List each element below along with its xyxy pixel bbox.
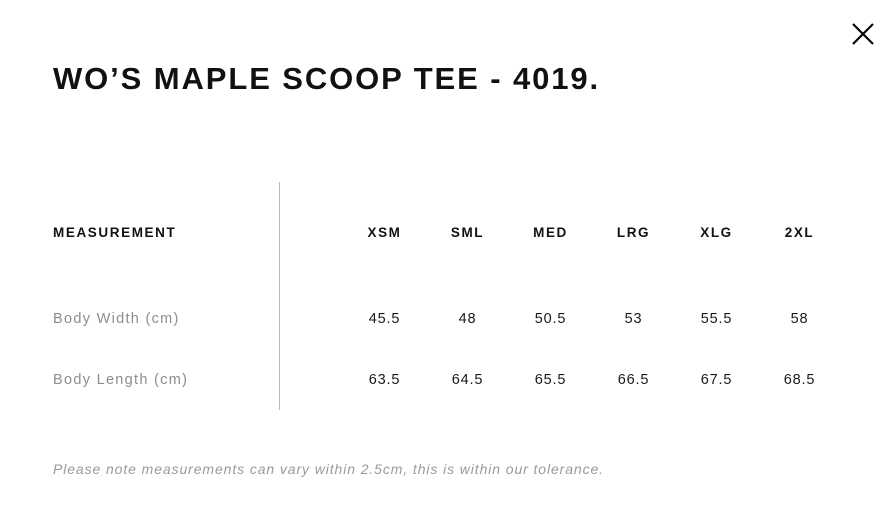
column-header-med: MED — [533, 224, 568, 240]
cell-body-width-lrg: 53 — [624, 310, 643, 327]
column-header-xsm: XSM — [367, 224, 402, 240]
cell-body-length-sml: 64.5 — [451, 371, 484, 388]
row-label-body-length: Body Length (cm) — [53, 371, 189, 388]
cell-body-width-2xl: 58 — [790, 310, 809, 327]
cell-body-length-xsm: 63.5 — [368, 371, 401, 388]
cell-body-width-med: 50.5 — [534, 310, 567, 327]
column-header-lrg: LRG — [616, 224, 651, 240]
table-vertical-divider — [279, 182, 280, 410]
close-icon — [851, 22, 875, 46]
size-table: MEASUREMENT XSM SML MED LRG XLG 2XL Body… — [53, 182, 841, 410]
cell-body-width-sml: 48 — [458, 310, 477, 327]
size-table-container: MEASUREMENT XSM SML MED LRG XLG 2XL Body… — [53, 182, 841, 410]
table-row: Body Length (cm) 63.5 64.5 65.5 66.5 67.… — [53, 349, 841, 410]
table-header-row: MEASUREMENT XSM SML MED LRG XLG 2XL — [53, 182, 841, 288]
column-header-2xl: 2XL — [784, 224, 815, 240]
column-header-xlg: XLG — [700, 224, 733, 240]
cell-body-width-xsm: 45.5 — [368, 310, 401, 327]
cell-body-length-lrg: 66.5 — [617, 371, 650, 388]
tolerance-note: Please note measurements can vary within… — [53, 461, 604, 477]
column-header-measurement: MEASUREMENT — [53, 224, 177, 240]
cell-body-width-xlg: 55.5 — [700, 310, 733, 327]
close-button[interactable] — [845, 16, 881, 52]
row-label-body-width: Body Width (cm) — [53, 310, 180, 327]
cell-body-length-xlg: 67.5 — [700, 371, 733, 388]
cell-body-length-2xl: 68.5 — [783, 371, 816, 388]
page-title: WO’S MAPLE SCOOP TEE - 4019. — [53, 61, 601, 96]
cell-body-length-med: 65.5 — [534, 371, 567, 388]
column-header-sml: SML — [450, 224, 485, 240]
table-row: Body Width (cm) 45.5 48 50.5 53 55.5 58 — [53, 288, 841, 349]
